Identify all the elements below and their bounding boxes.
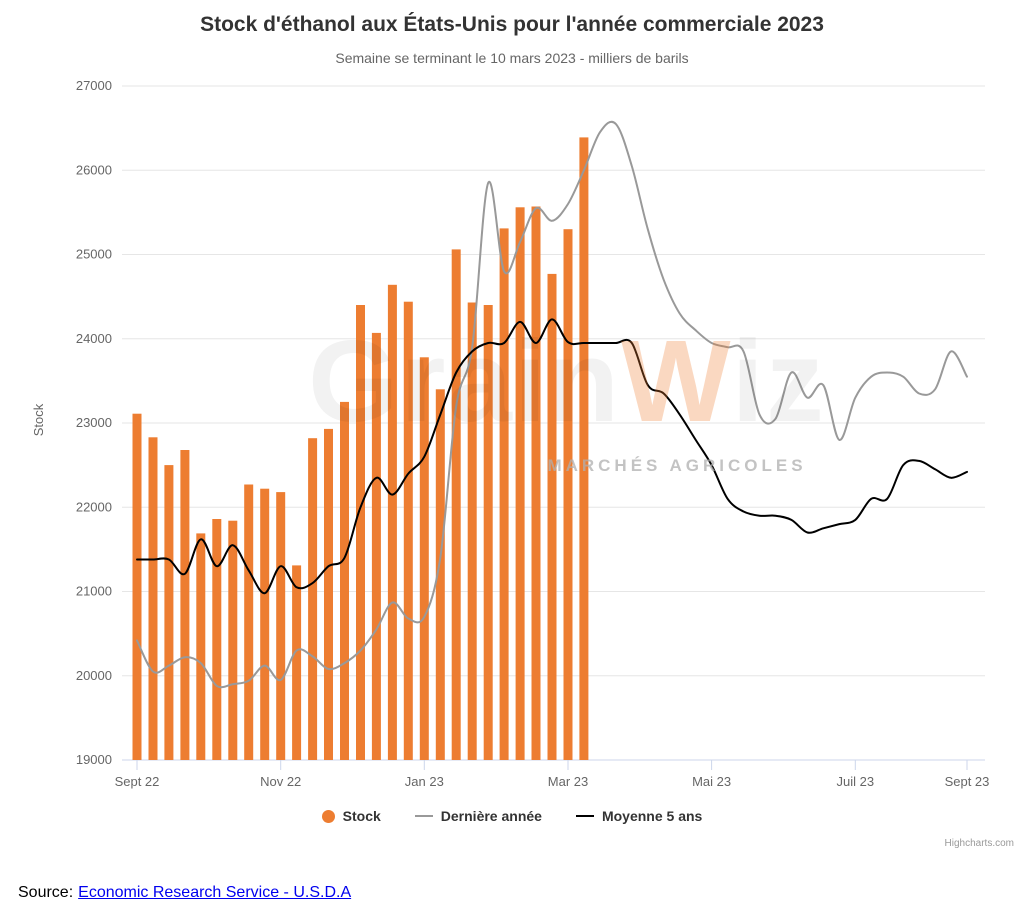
stock-bar[interactable] xyxy=(467,302,477,761)
stock-bar[interactable] xyxy=(483,305,493,760)
stock-bar[interactable] xyxy=(515,207,525,761)
stock-bar[interactable] xyxy=(387,284,397,760)
source-link[interactable]: Economic Research Service - U.S.D.A xyxy=(78,884,352,901)
source-label: Source: xyxy=(18,884,74,901)
stock-bar[interactable] xyxy=(276,492,286,760)
stock-bar[interactable] xyxy=(579,137,589,760)
stock-bar[interactable] xyxy=(371,332,381,760)
x-tick-label: Sept 22 xyxy=(115,774,160,789)
stock-bar[interactable] xyxy=(499,228,509,760)
stock-bar[interactable] xyxy=(148,437,158,760)
x-tick-label: Jan 23 xyxy=(405,774,444,789)
legend-item-moyenne-5-ans[interactable]: Moyenne 5 ans xyxy=(575,808,703,824)
legend-label-stock: Stock xyxy=(342,808,381,824)
x-tick-label: Juil 23 xyxy=(837,774,875,789)
stock-bar[interactable] xyxy=(164,465,174,760)
stock-bar[interactable] xyxy=(228,520,238,760)
series-line-moyenne-5-ans[interactable] xyxy=(136,318,968,595)
series-line-derniere-annee[interactable] xyxy=(136,120,968,689)
stock-bar[interactable] xyxy=(180,450,190,760)
y-tick-label: 20000 xyxy=(76,668,112,683)
stock-bar[interactable] xyxy=(308,438,318,760)
stock-bar[interactable] xyxy=(419,357,429,760)
y-tick-label: 23000 xyxy=(76,415,112,430)
stock-bar[interactable] xyxy=(212,519,222,760)
y-tick-label: 26000 xyxy=(76,162,112,177)
stock-bar[interactable] xyxy=(435,389,445,760)
stock-bar[interactable] xyxy=(292,565,302,760)
x-tick-label: Nov 22 xyxy=(260,774,301,789)
legend-label-moyenne-5-ans: Moyenne 5 ans xyxy=(601,808,703,824)
stock-bar[interactable] xyxy=(196,533,206,760)
stock-bar[interactable] xyxy=(356,305,365,760)
y-tick-label: 21000 xyxy=(76,584,112,599)
stock-bar[interactable] xyxy=(563,229,573,760)
legend-marker-moyenne-5-ans xyxy=(575,815,594,817)
stock-bar[interactable] xyxy=(340,401,349,760)
stock-bar[interactable] xyxy=(260,488,270,760)
chart-subtitle: Semaine se terminant le 10 mars 2023 - m… xyxy=(335,50,689,66)
stock-bar[interactable] xyxy=(403,301,413,760)
legend-label-derniere-annee: Dernière année xyxy=(440,808,542,824)
stock-bar[interactable] xyxy=(547,273,557,760)
stock-bar[interactable] xyxy=(244,484,254,761)
stock-bar[interactable] xyxy=(531,206,541,761)
stock-bar[interactable] xyxy=(324,428,333,760)
stock-bar[interactable] xyxy=(132,413,142,760)
legend-marker-stock xyxy=(321,809,335,823)
y-tick-label: 19000 xyxy=(76,752,112,767)
legend: Stock Dernière année Moyenne 5 ans xyxy=(0,808,1024,824)
chart-container: Stock d'éthanol aux États-Unis pour l'an… xyxy=(0,13,1024,849)
source-row: Source: Economic Research Service - U.S.D… xyxy=(18,884,351,902)
legend-marker-derniere-annee xyxy=(414,815,433,817)
x-tick-label: Mar 23 xyxy=(548,774,588,789)
legend-item-stock[interactable]: Stock xyxy=(321,808,381,824)
legend-item-derniere-annee[interactable]: Dernière année xyxy=(414,808,542,824)
chart-title: Stock d'éthanol aux États-Unis pour l'an… xyxy=(200,13,824,36)
plot-area: 19000 20000 21000 22000 23000 24000 25000 26000… xyxy=(76,78,990,789)
y-tick-label: 25000 xyxy=(76,247,112,262)
y-tick-label: 27000 xyxy=(76,78,112,93)
y-tick-label: 22000 xyxy=(76,499,112,514)
x-tick-label: Sept 23 xyxy=(945,774,990,789)
x-tick-label: Mai 23 xyxy=(692,774,731,789)
stock-bar[interactable] xyxy=(451,249,461,760)
y-tick-label: 24000 xyxy=(76,331,112,346)
highcharts-credit[interactable]: Highcharts.com xyxy=(944,838,1014,849)
